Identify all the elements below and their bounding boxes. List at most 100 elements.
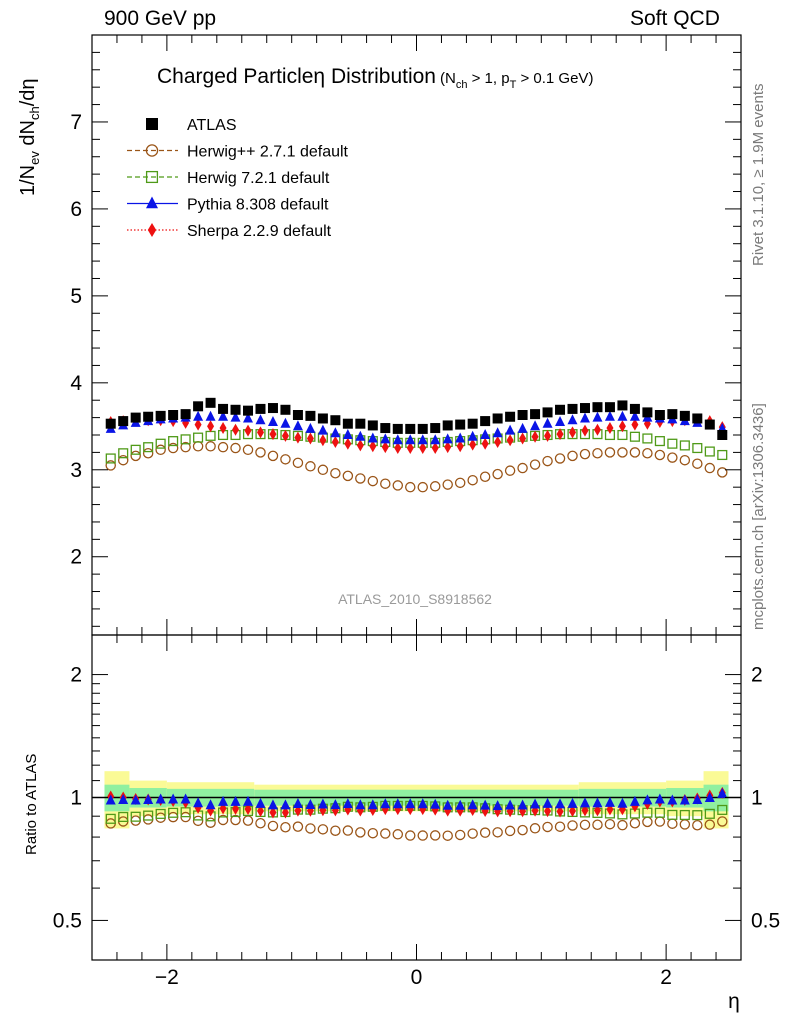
legend-marker-pythia-8-308-default — [146, 196, 158, 209]
point-herwig-2-7-1-default — [654, 449, 666, 461]
ratio-point-herwig-2-7-1-default — [467, 828, 478, 839]
point-atlas — [592, 402, 603, 413]
point-pythia-8-308-default — [517, 422, 528, 433]
point-herwig-2-7-1-default — [517, 462, 528, 474]
ratio-point-herwig-2-7-1-default — [317, 824, 329, 835]
point-atlas — [267, 403, 278, 414]
point-sherpa-2-2-9-default — [356, 439, 364, 452]
ratio-point-pythia-8-308-default — [342, 798, 353, 809]
point-sherpa-2-2-9-default — [531, 430, 539, 443]
ratio-point-herwig-2-7-1-default — [230, 814, 241, 826]
point-atlas — [230, 404, 241, 415]
point-sherpa-2-2-9-default — [219, 422, 227, 435]
point-sherpa-2-2-9-default — [569, 426, 577, 439]
axis-ticks — [91, 35, 742, 960]
ratio-point-herwig-2-7-1-default — [392, 829, 404, 840]
point-herwig-2-7-1-default — [330, 468, 341, 479]
ratio-point-pythia-8-308-default — [579, 797, 590, 808]
point-sherpa-2-2-9-default — [344, 437, 352, 450]
ratio-point-pythia-8-308-default — [280, 799, 291, 810]
point-atlas — [155, 410, 166, 421]
point-sherpa-2-2-9-default — [544, 429, 552, 442]
ratio-point-pythia-8-308-default — [168, 793, 179, 804]
point-atlas — [492, 413, 503, 424]
point-herwig-2-7-1-default — [692, 458, 703, 469]
point-herwig-7-2-1-default — [193, 432, 204, 443]
ratio-point-pythia-8-308-default — [692, 793, 703, 804]
ratio-point-pythia-8-308-default — [193, 797, 204, 808]
ratio-point-herwig-2-7-1-default — [330, 825, 341, 836]
point-atlas — [342, 418, 353, 429]
point-herwig-2-7-1-default — [217, 441, 229, 453]
point-sherpa-2-2-9-default — [207, 420, 215, 433]
point-atlas — [604, 402, 615, 413]
point-atlas — [218, 403, 229, 414]
ratio-point-pythia-8-308-default — [555, 798, 566, 809]
point-pythia-8-308-default — [230, 411, 241, 422]
point-atlas — [367, 420, 378, 431]
point-sherpa-2-2-9-default — [618, 420, 626, 433]
point-sherpa-2-2-9-default — [456, 440, 464, 453]
ratio-point-herwig-2-7-1-default — [667, 818, 678, 829]
point-herwig-2-7-1-default — [442, 479, 453, 490]
ratio-point-pythia-8-308-default — [180, 793, 191, 804]
ratio-point-herwig-7-2-1-default — [717, 804, 728, 815]
ratio-point-pythia-8-308-default — [530, 798, 541, 809]
point-sherpa-2-2-9-default — [519, 432, 527, 445]
point-pythia-8-308-default — [617, 410, 628, 421]
point-sherpa-2-2-9-default — [631, 418, 639, 431]
point-atlas — [455, 419, 466, 430]
ratio-point-herwig-2-7-1-default — [679, 819, 691, 830]
ratio-point-pythia-8-308-default — [455, 799, 466, 810]
point-sherpa-2-2-9-default — [269, 428, 277, 441]
ratio-point-herwig-2-7-1-default — [654, 816, 666, 827]
point-pythia-8-308-default — [417, 434, 428, 445]
point-pythia-8-308-default — [555, 415, 566, 426]
point-herwig-7-2-1-default — [679, 440, 690, 451]
point-atlas — [667, 409, 678, 420]
point-herwig-2-7-1-default — [180, 441, 191, 453]
ratio-point-herwig-2-7-1-default — [205, 817, 216, 828]
header-left: 900 GeV pp — [104, 7, 217, 30]
x-tick-label: 2 — [660, 966, 672, 989]
point-pythia-8-308-default — [317, 424, 328, 435]
point-pythia-8-308-default — [367, 432, 378, 443]
ratio-y-tick-label-right: 2 — [751, 664, 763, 687]
point-atlas — [692, 413, 703, 424]
ratio-point-herwig-2-7-1-default — [417, 830, 428, 841]
ratio-point-herwig-2-7-1-default — [517, 824, 528, 836]
point-atlas — [704, 419, 715, 430]
point-herwig-7-2-1-default — [105, 453, 116, 464]
point-pythia-8-308-default — [280, 417, 291, 428]
point-herwig-2-7-1-default — [592, 448, 603, 459]
point-herwig-7-2-1-default — [642, 433, 653, 444]
rivet-version-label: Rivet 3.1.10, ≥ 1.9M events — [750, 83, 767, 267]
analysis-label: ATLAS_2010_S8918562 — [338, 591, 492, 607]
point-pythia-8-308-default — [392, 434, 403, 445]
main-y-tick-label: 2 — [70, 546, 82, 569]
legend-label-pythia-8-308-default: Pythia 8.308 default — [187, 197, 329, 214]
ratio-point-sherpa-2-2-9-default — [593, 804, 601, 817]
point-herwig-2-7-1-default — [280, 454, 291, 465]
ratio-point-sherpa-2-2-9-default — [269, 806, 277, 819]
point-herwig-7-2-1-default — [667, 438, 678, 449]
point-herwig-7-2-1-default — [168, 436, 179, 447]
point-herwig-7-2-1-default — [717, 449, 728, 461]
point-herwig-2-7-1-default — [467, 474, 478, 486]
x-tick-label: 0 — [411, 966, 423, 989]
point-pythia-8-308-default — [267, 415, 278, 426]
point-herwig-2-7-1-default — [255, 447, 266, 458]
ratio-point-pythia-8-308-default — [130, 794, 141, 805]
point-pythia-8-308-default — [193, 410, 204, 421]
point-herwig-7-2-1-default — [130, 444, 141, 455]
ratio-point-herwig-2-7-1-default — [442, 830, 453, 841]
ratio-point-pythia-8-308-default — [467, 799, 478, 810]
ratio-point-herwig-2-7-1-default — [280, 822, 291, 833]
point-atlas — [330, 415, 341, 426]
point-sherpa-2-2-9-default — [369, 440, 377, 453]
point-atlas — [579, 403, 590, 414]
ratio-point-herwig-2-7-1-default — [355, 827, 366, 838]
point-herwig-2-7-1-default — [292, 457, 304, 469]
point-pythia-8-308-default — [330, 427, 341, 438]
point-pythia-8-308-default — [405, 434, 416, 445]
